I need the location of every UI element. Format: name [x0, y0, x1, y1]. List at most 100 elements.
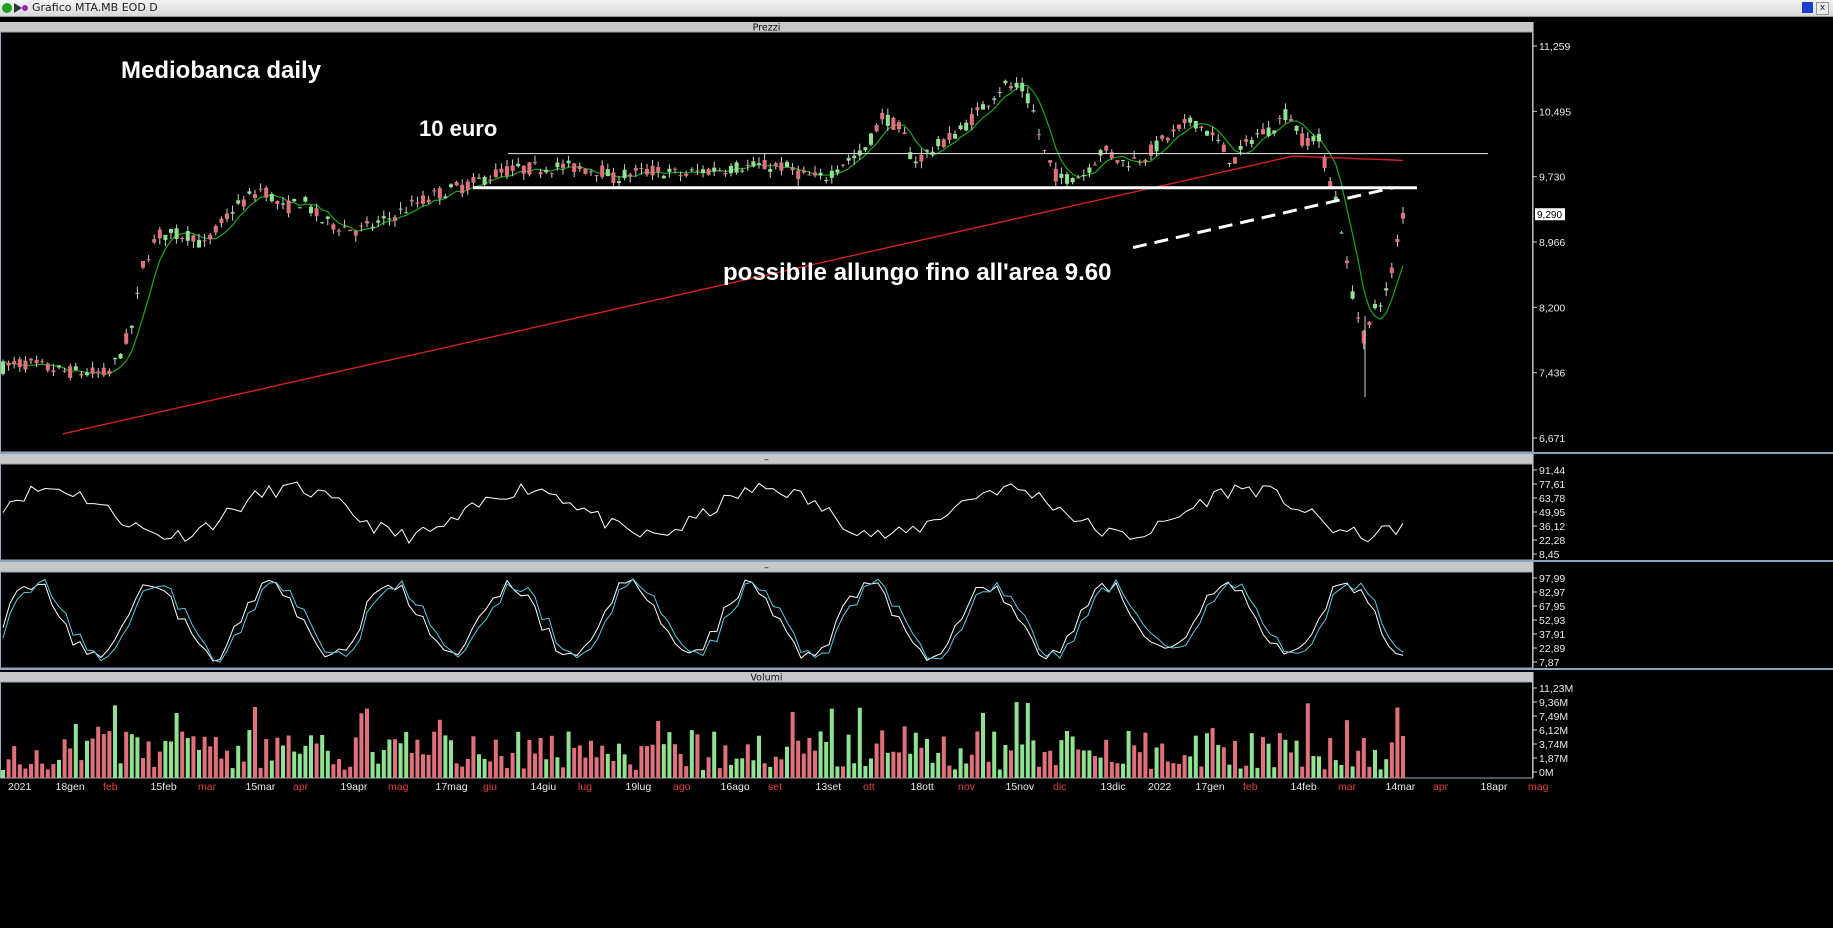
status-dot-icon[interactable] — [2, 3, 12, 13]
volume-bar — [751, 760, 756, 778]
candle-body — [1199, 126, 1204, 129]
volume-bar — [1227, 764, 1232, 778]
volume-bar — [1020, 744, 1025, 778]
candle-body — [62, 370, 67, 372]
projection-trendline — [1132, 186, 1394, 250]
volume-bar — [23, 768, 28, 778]
volume-bar — [449, 740, 453, 778]
time-axis-label: feb — [103, 781, 118, 793]
candle-body — [617, 181, 621, 184]
axis-label-vol: 0M — [1539, 767, 1554, 779]
volume-bar — [241, 761, 246, 778]
volume-bar — [589, 740, 593, 778]
candle-body — [1283, 109, 1288, 121]
volume-bar — [1289, 752, 1293, 778]
volume-bar — [499, 756, 504, 778]
candle-body — [73, 366, 78, 370]
time-axis-label: dic — [1053, 781, 1066, 793]
axis-label-vol: 11,23M — [1539, 683, 1573, 695]
volume-bar — [1121, 763, 1125, 778]
volume-bar — [426, 754, 431, 778]
candle-body — [589, 171, 593, 173]
volume-bar — [577, 745, 582, 778]
volume-bar — [1249, 733, 1254, 778]
volume-bar — [1266, 743, 1271, 778]
time-axis-label: feb — [1243, 781, 1258, 793]
panel-frame-stoch — [0, 571, 1533, 669]
volume-bar — [1093, 756, 1097, 778]
volume-bar — [953, 769, 957, 778]
axis-label-stoch: 22,89 — [1539, 643, 1565, 655]
volume-bar — [1165, 761, 1170, 778]
candle-body — [197, 239, 201, 248]
candle-body — [1389, 267, 1394, 274]
candle-body — [689, 169, 694, 171]
candle-body — [1070, 177, 1075, 183]
volume-bar — [1361, 737, 1366, 778]
volume-bar — [297, 753, 302, 778]
candle-body — [673, 168, 677, 170]
candle-body — [969, 113, 974, 126]
candle-body — [600, 165, 605, 177]
candle-body — [342, 226, 347, 228]
volume-bar — [197, 749, 201, 778]
candle-body — [633, 168, 638, 171]
candle-body — [1053, 168, 1058, 182]
candle-body — [835, 169, 840, 173]
candle-body — [1233, 157, 1237, 164]
candle-body — [566, 160, 571, 164]
time-axis-label: mar — [198, 781, 217, 793]
candle-body — [213, 225, 218, 233]
volume-bar — [163, 740, 168, 778]
volume-bar — [1149, 768, 1153, 778]
volume-bar — [1076, 749, 1081, 778]
axis-label-vol: 9,36M — [1539, 697, 1568, 709]
candle-body — [465, 181, 470, 191]
indicator-dot-icon[interactable] — [22, 5, 28, 11]
volume-bar — [785, 746, 789, 778]
time-axis-label: 19apr — [341, 781, 368, 793]
candle-body — [1305, 137, 1310, 146]
candle-body — [1205, 130, 1209, 136]
candle-body — [370, 226, 375, 228]
candle-body — [1081, 175, 1086, 177]
candle-body — [208, 234, 213, 240]
candle-body — [981, 104, 985, 110]
volume-bar — [40, 763, 45, 778]
candle-body — [975, 107, 980, 111]
candle-body — [493, 169, 498, 178]
volume-bar — [1031, 740, 1036, 778]
candle-body — [925, 150, 929, 152]
volume-bar — [90, 738, 95, 778]
volume-bar — [141, 758, 145, 778]
ma-short-line — [2, 84, 1404, 375]
candle-body — [611, 172, 616, 184]
volume-bar — [365, 708, 369, 778]
candle-body — [577, 166, 582, 170]
volume-bar — [348, 766, 353, 778]
volume-bar — [169, 741, 173, 778]
volume-bar — [600, 745, 605, 778]
maximize-button[interactable] — [1802, 2, 1813, 13]
volume-bar — [622, 754, 627, 778]
axis-label-rsi: 63,78 — [1539, 493, 1565, 505]
volume-bar — [1367, 766, 1372, 778]
volume-bar — [824, 741, 829, 778]
volume-bar — [129, 734, 134, 778]
candle-body — [359, 225, 364, 227]
candle-body — [281, 203, 285, 205]
volume-bar — [51, 763, 56, 778]
time-axis-label: 13dic — [1101, 781, 1126, 793]
volume-bar — [45, 769, 50, 778]
volume-bar — [1272, 767, 1277, 778]
candle-body — [1322, 156, 1327, 168]
time-axis-label: ott — [863, 781, 875, 793]
volume-bar — [387, 739, 392, 778]
close-button[interactable]: x — [1816, 2, 1829, 15]
candle-body — [1221, 144, 1226, 153]
candle-body — [1333, 196, 1338, 200]
candle-body — [1003, 80, 1008, 84]
candle-body — [997, 92, 1002, 94]
time-axis-label: giu — [483, 781, 497, 793]
play-arrow-icon[interactable] — [14, 3, 22, 13]
